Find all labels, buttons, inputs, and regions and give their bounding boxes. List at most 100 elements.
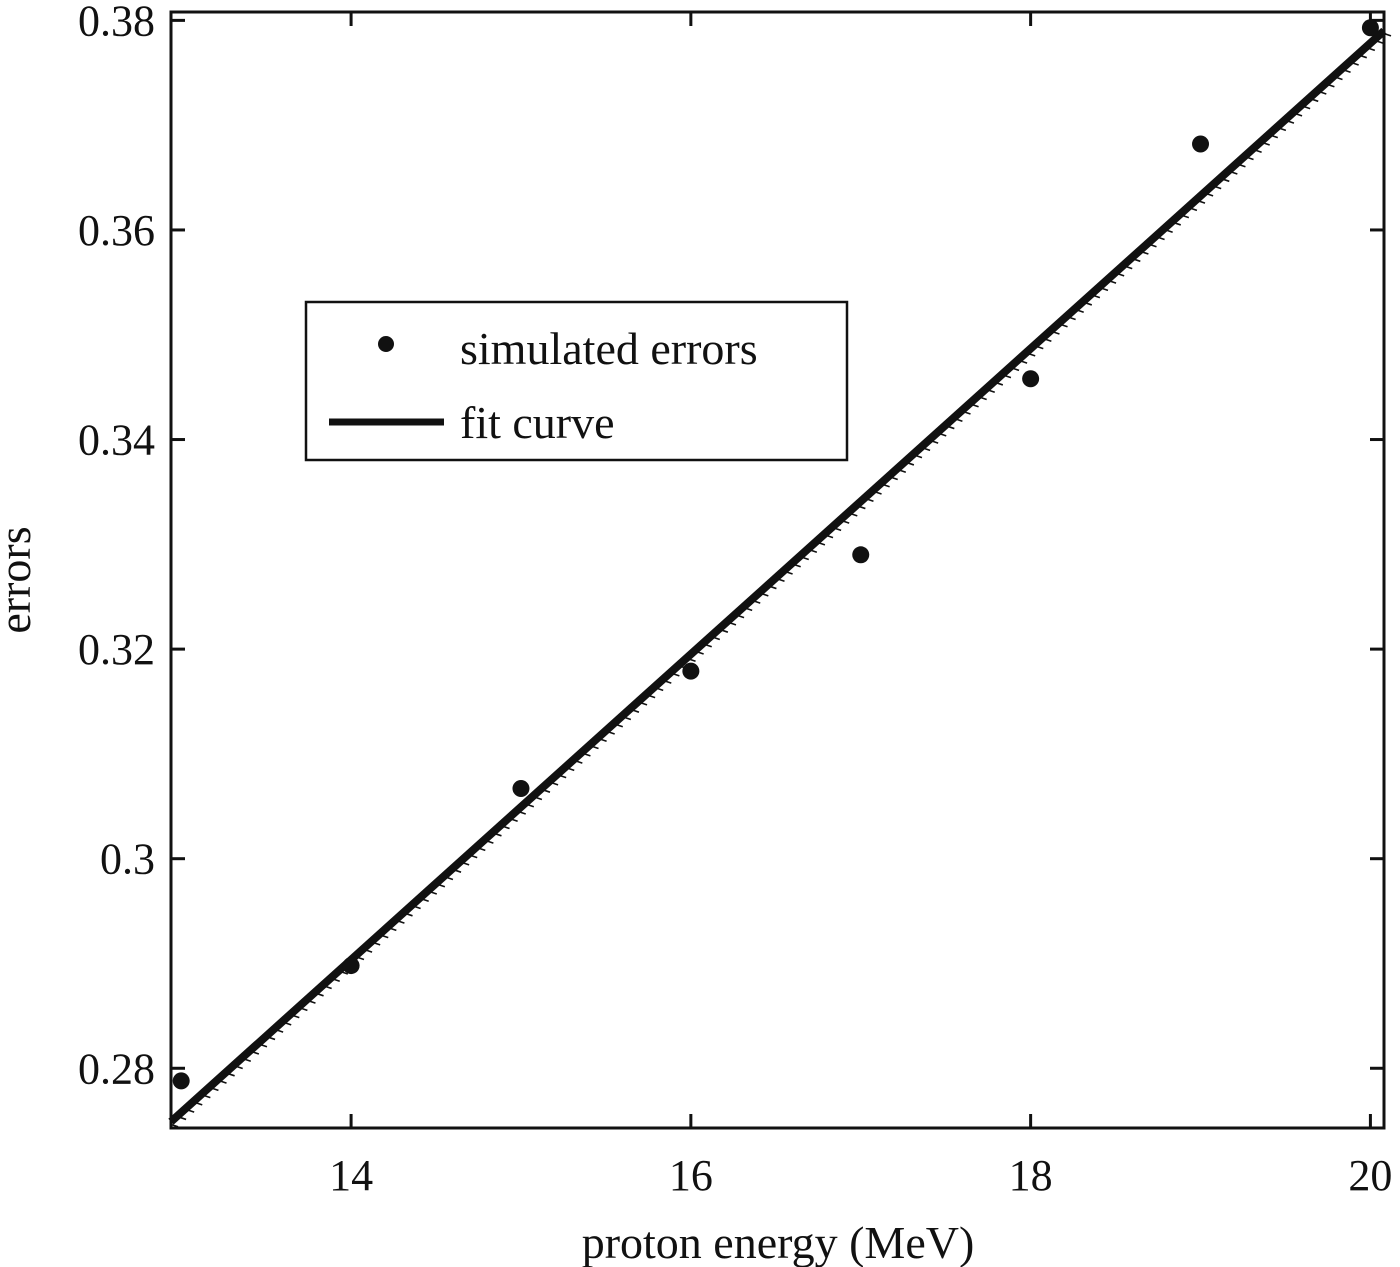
fit-hatch xyxy=(1231,171,1238,175)
fit-hatch xyxy=(1303,105,1311,110)
fit-hatch xyxy=(592,745,599,750)
fit-hatch xyxy=(762,593,769,597)
fit-hatch xyxy=(956,418,963,423)
fit-hatch xyxy=(1093,294,1101,299)
fit-hatch xyxy=(1279,127,1287,132)
data-point xyxy=(172,1072,190,1090)
fit-line xyxy=(168,27,1387,1125)
x-axis-label: proton energy (MeV) xyxy=(582,1217,975,1267)
fit-hatch xyxy=(948,425,955,430)
y-tick-label: 0.3 xyxy=(100,835,155,884)
fit-hatch xyxy=(293,1014,300,1019)
fit-hatch xyxy=(1061,323,1068,328)
fit-hatch xyxy=(753,600,761,604)
fit-hatch xyxy=(576,760,583,764)
data-point xyxy=(342,957,360,975)
x-tick-label: 14 xyxy=(329,1151,373,1200)
fit-hatch xyxy=(511,818,518,823)
fit-hatch xyxy=(640,702,648,706)
fit-hatch xyxy=(818,542,826,546)
fit-hatch xyxy=(470,854,478,859)
fit-hatch xyxy=(1239,164,1246,168)
fit-hatch xyxy=(810,549,818,553)
fit-hatch xyxy=(972,403,979,408)
fit-hatch xyxy=(252,1051,260,1055)
x-tick-label: 20 xyxy=(1348,1151,1392,1200)
fit-hatch xyxy=(988,389,996,393)
fit-hatch xyxy=(1336,76,1343,81)
fit-hatch xyxy=(1223,178,1230,183)
fit-hatch xyxy=(1045,338,1052,343)
x-tick-label: 18 xyxy=(1009,1151,1053,1200)
fit-hatch xyxy=(584,753,591,757)
fit-hatch xyxy=(357,956,365,961)
fit-hatch xyxy=(1134,258,1141,263)
fit-hatch xyxy=(1077,309,1084,313)
fit-hatch xyxy=(1028,353,1036,357)
fit-hatch xyxy=(373,942,381,946)
fit-hatch xyxy=(794,563,801,568)
fit-hatch xyxy=(187,1109,195,1113)
fit-hatch xyxy=(786,571,793,575)
fit-hatch xyxy=(406,913,413,917)
fit-hatch xyxy=(1142,251,1149,255)
fit-hatch xyxy=(1158,236,1165,241)
fit-hatch xyxy=(1311,98,1319,103)
fit-hatch xyxy=(931,440,939,444)
y-tick-label: 0.38 xyxy=(78,0,155,45)
fit-hatch xyxy=(527,803,535,808)
fit-hatch xyxy=(1069,316,1076,321)
fit-hatch xyxy=(600,738,607,743)
fit-hatch xyxy=(842,520,850,524)
data-point xyxy=(512,779,530,797)
data-point xyxy=(1361,19,1379,37)
fit-hatch xyxy=(398,920,405,924)
x-tick-labels: 14 16 18 20 xyxy=(329,1151,1392,1200)
y-tick-label: 0.34 xyxy=(78,416,155,465)
fit-hatch xyxy=(915,454,923,459)
fit-hatch xyxy=(859,505,866,510)
fit-hatch xyxy=(826,534,834,539)
fit-hatch xyxy=(616,723,624,728)
plot-frame xyxy=(169,10,1386,1130)
fit-hatch xyxy=(778,578,785,583)
fit-hatch xyxy=(220,1080,227,1084)
fit-hatch xyxy=(729,622,737,626)
simulated-errors-points xyxy=(172,19,1379,1090)
x-tick-label: 16 xyxy=(669,1151,713,1200)
fit-hatch xyxy=(204,1094,211,1099)
fit-hatch xyxy=(1020,360,1028,364)
data-point xyxy=(682,662,700,680)
axis-ticks xyxy=(171,12,1384,1128)
legend-label-simulated-errors: simulated errors xyxy=(460,323,758,374)
fit-hatch xyxy=(996,382,1004,386)
fit-hatch xyxy=(1198,200,1206,204)
y-tick-label: 0.28 xyxy=(78,1044,155,1093)
fit-hatch xyxy=(462,862,470,866)
fit-curve-line xyxy=(168,27,1392,1128)
fit-hatch xyxy=(487,840,494,844)
fit-hatch xyxy=(325,985,332,990)
fit-hatch xyxy=(907,462,915,466)
fit-hatch xyxy=(535,796,543,801)
fit-hatch xyxy=(1150,244,1157,248)
fit-hatch xyxy=(559,774,567,779)
fit-hatch xyxy=(1352,62,1359,66)
fit-hatch xyxy=(705,643,712,648)
fit-hatch xyxy=(567,767,575,772)
fit-hatch xyxy=(1101,287,1109,292)
fit-hatch xyxy=(1271,134,1279,139)
fit-hatch xyxy=(1037,345,1044,350)
fit-hatch xyxy=(1328,84,1335,88)
fit-hatch xyxy=(665,680,672,684)
fit-hatch xyxy=(713,636,721,641)
fit-hatch xyxy=(260,1043,268,1048)
fit-hatch xyxy=(1247,156,1254,161)
fit-hatch xyxy=(422,898,429,903)
fit-hatch xyxy=(721,629,729,633)
fit-hatch xyxy=(1206,193,1214,197)
fit-hatch xyxy=(1109,280,1117,284)
y-tick-label: 0.32 xyxy=(78,625,155,674)
fit-hatch xyxy=(648,694,656,699)
fit-hatch xyxy=(543,789,551,793)
